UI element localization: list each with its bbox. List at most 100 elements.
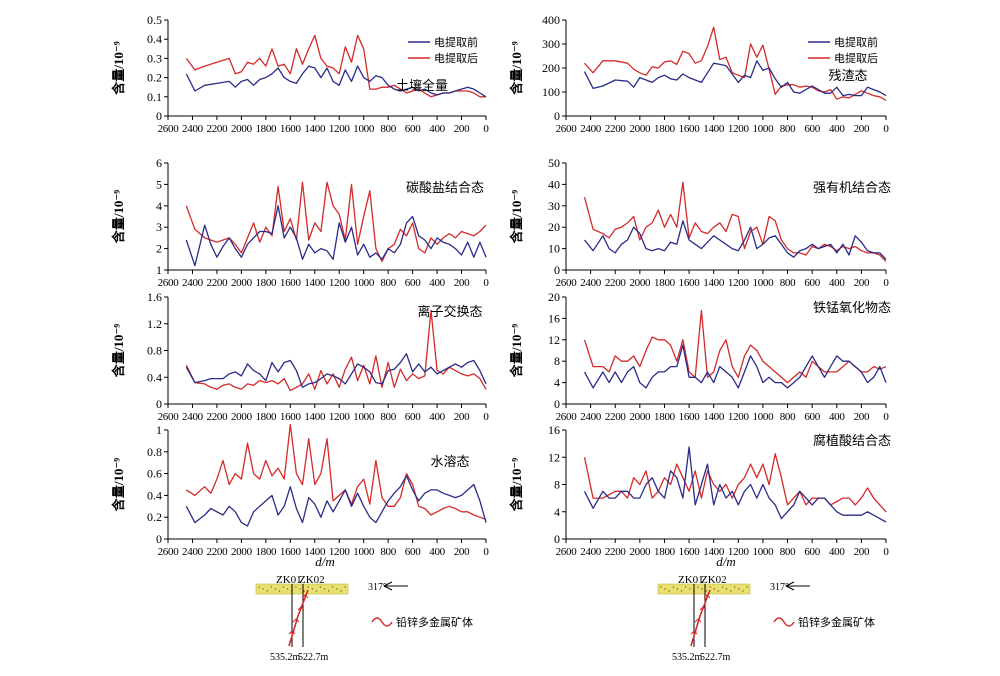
y-axis-label: 含量/10⁻⁹ bbox=[111, 41, 126, 95]
x-tick-label: 600 bbox=[405, 546, 421, 558]
chart-title: 土壤全量 bbox=[396, 78, 448, 93]
y-tick-label: 0 bbox=[156, 109, 162, 123]
soil-dot bbox=[697, 586, 699, 588]
soil-dot bbox=[258, 586, 260, 588]
y-tick-label: 0 bbox=[554, 109, 560, 123]
x-tick-label: 0 bbox=[483, 546, 489, 558]
y-axis-label: 含量/10⁻⁹ bbox=[111, 458, 126, 512]
borehole-label-zk02: ZK02 bbox=[701, 574, 727, 586]
y-tick-label: 12 bbox=[548, 333, 560, 347]
ore-legend-swatch bbox=[773, 617, 795, 627]
ore-hatch bbox=[694, 618, 702, 623]
soil-dot bbox=[680, 590, 683, 592]
x-tick-label: 200 bbox=[854, 277, 870, 289]
x-tick-label: 2600 bbox=[556, 546, 578, 558]
x-tick-label: 400 bbox=[429, 546, 445, 558]
azimuth-arrow-head bbox=[785, 581, 795, 591]
chart-title: 碳酸盐结合态 bbox=[406, 180, 484, 195]
x-tick-label: 1200 bbox=[329, 546, 351, 558]
x-tick-label: 2200 bbox=[207, 411, 229, 423]
soil-dot bbox=[319, 586, 322, 588]
soil-dot bbox=[278, 590, 281, 592]
y-tick-label: 1.6 bbox=[147, 290, 162, 304]
soil-dot bbox=[705, 590, 707, 592]
x-tick-label: 2600 bbox=[158, 123, 180, 135]
x-tick-label: 1000 bbox=[353, 546, 375, 558]
soil-dot bbox=[274, 588, 277, 590]
x-tick-label: 200 bbox=[454, 411, 470, 423]
soil-dot bbox=[676, 588, 679, 590]
x-tick-label: 800 bbox=[380, 411, 396, 423]
y-tick-label: 6 bbox=[156, 156, 162, 170]
x-axis-label-left: d/m bbox=[315, 554, 335, 569]
x-tick-label: 1200 bbox=[728, 277, 750, 289]
series-line-before bbox=[583, 344, 887, 389]
x-tick-label: 2000 bbox=[629, 123, 651, 135]
series-line-before bbox=[583, 220, 887, 260]
y-tick-label: 4 bbox=[554, 376, 560, 390]
x-tick-label: 2000 bbox=[231, 546, 253, 558]
y-tick-label: 30 bbox=[548, 199, 560, 213]
y-tick-label: 20 bbox=[548, 290, 560, 304]
x-tick-label: 1400 bbox=[703, 277, 725, 289]
x-tick-label: 0 bbox=[883, 546, 889, 558]
soil-dot bbox=[303, 590, 305, 592]
y-tick-label: 40 bbox=[548, 177, 560, 191]
chart-title: 强有机结合态 bbox=[813, 180, 891, 195]
x-tick-label: 2200 bbox=[605, 123, 627, 135]
y-tick-label: 5 bbox=[156, 177, 162, 191]
legend-label-before: 电提取前 bbox=[834, 35, 878, 49]
x-tick-label: 2200 bbox=[605, 546, 627, 558]
x-tick-label: 400 bbox=[829, 123, 845, 135]
soil-dot bbox=[307, 586, 309, 588]
x-tick-label: 2000 bbox=[231, 277, 253, 289]
soil-dot bbox=[311, 588, 313, 590]
x-tick-label: 2400 bbox=[182, 277, 204, 289]
x-tick-label: 2400 bbox=[580, 546, 602, 558]
x-tick-label: 1200 bbox=[329, 277, 351, 289]
x-tick-label: 0 bbox=[483, 277, 489, 289]
chart-title: 腐植酸结合态 bbox=[813, 433, 891, 448]
y-tick-label: 3 bbox=[156, 220, 162, 234]
x-tick-label: 2000 bbox=[629, 277, 651, 289]
x-tick-label: 1200 bbox=[329, 411, 351, 423]
ore-hatch bbox=[297, 606, 305, 611]
ore-legend-label: 铅锌多金属矿体 bbox=[798, 615, 875, 629]
x-tick-label: 600 bbox=[405, 411, 421, 423]
x-tick-label: 400 bbox=[829, 277, 845, 289]
y-tick-label: 200 bbox=[542, 61, 560, 75]
y-tick-label: 2 bbox=[156, 242, 162, 256]
x-tick-label: 2200 bbox=[605, 277, 627, 289]
soil-dot bbox=[336, 588, 338, 590]
x-tick-label: 600 bbox=[405, 277, 421, 289]
x-tick-label: 1600 bbox=[280, 277, 302, 289]
x-tick-label: 2600 bbox=[158, 277, 180, 289]
y-tick-label: 50 bbox=[548, 156, 560, 170]
y-axis-label: 含量/10⁻⁹ bbox=[509, 458, 524, 512]
y-tick-label: 20 bbox=[548, 220, 560, 234]
x-tick-label: 1400 bbox=[703, 123, 725, 135]
chart-title: 残渣态 bbox=[828, 68, 867, 83]
soil-dot bbox=[340, 590, 342, 592]
soil-dot bbox=[672, 586, 674, 588]
series-line-before bbox=[583, 446, 887, 523]
x-tick-label: 2600 bbox=[556, 277, 578, 289]
x-axis-label-right: d/m bbox=[716, 554, 736, 569]
y-tick-label: 0.1 bbox=[147, 90, 162, 104]
x-tick-label: 2400 bbox=[182, 546, 204, 558]
x-tick-label: 1000 bbox=[753, 546, 775, 558]
x-tick-label: 1600 bbox=[679, 411, 701, 423]
y-tick-label: 1 bbox=[156, 263, 162, 277]
x-tick-label: 600 bbox=[804, 123, 820, 135]
x-tick-label: 200 bbox=[854, 411, 870, 423]
x-tick-label: 1600 bbox=[280, 123, 302, 135]
y-tick-label: 0.4 bbox=[147, 488, 162, 502]
soil-dot bbox=[742, 590, 744, 592]
chart-title: 铁锰氧化物态 bbox=[813, 300, 891, 315]
legend-label-before: 电提取前 bbox=[434, 35, 478, 49]
series-line-after bbox=[185, 309, 487, 392]
series-line-after bbox=[185, 423, 487, 521]
x-tick-label: 400 bbox=[429, 123, 445, 135]
